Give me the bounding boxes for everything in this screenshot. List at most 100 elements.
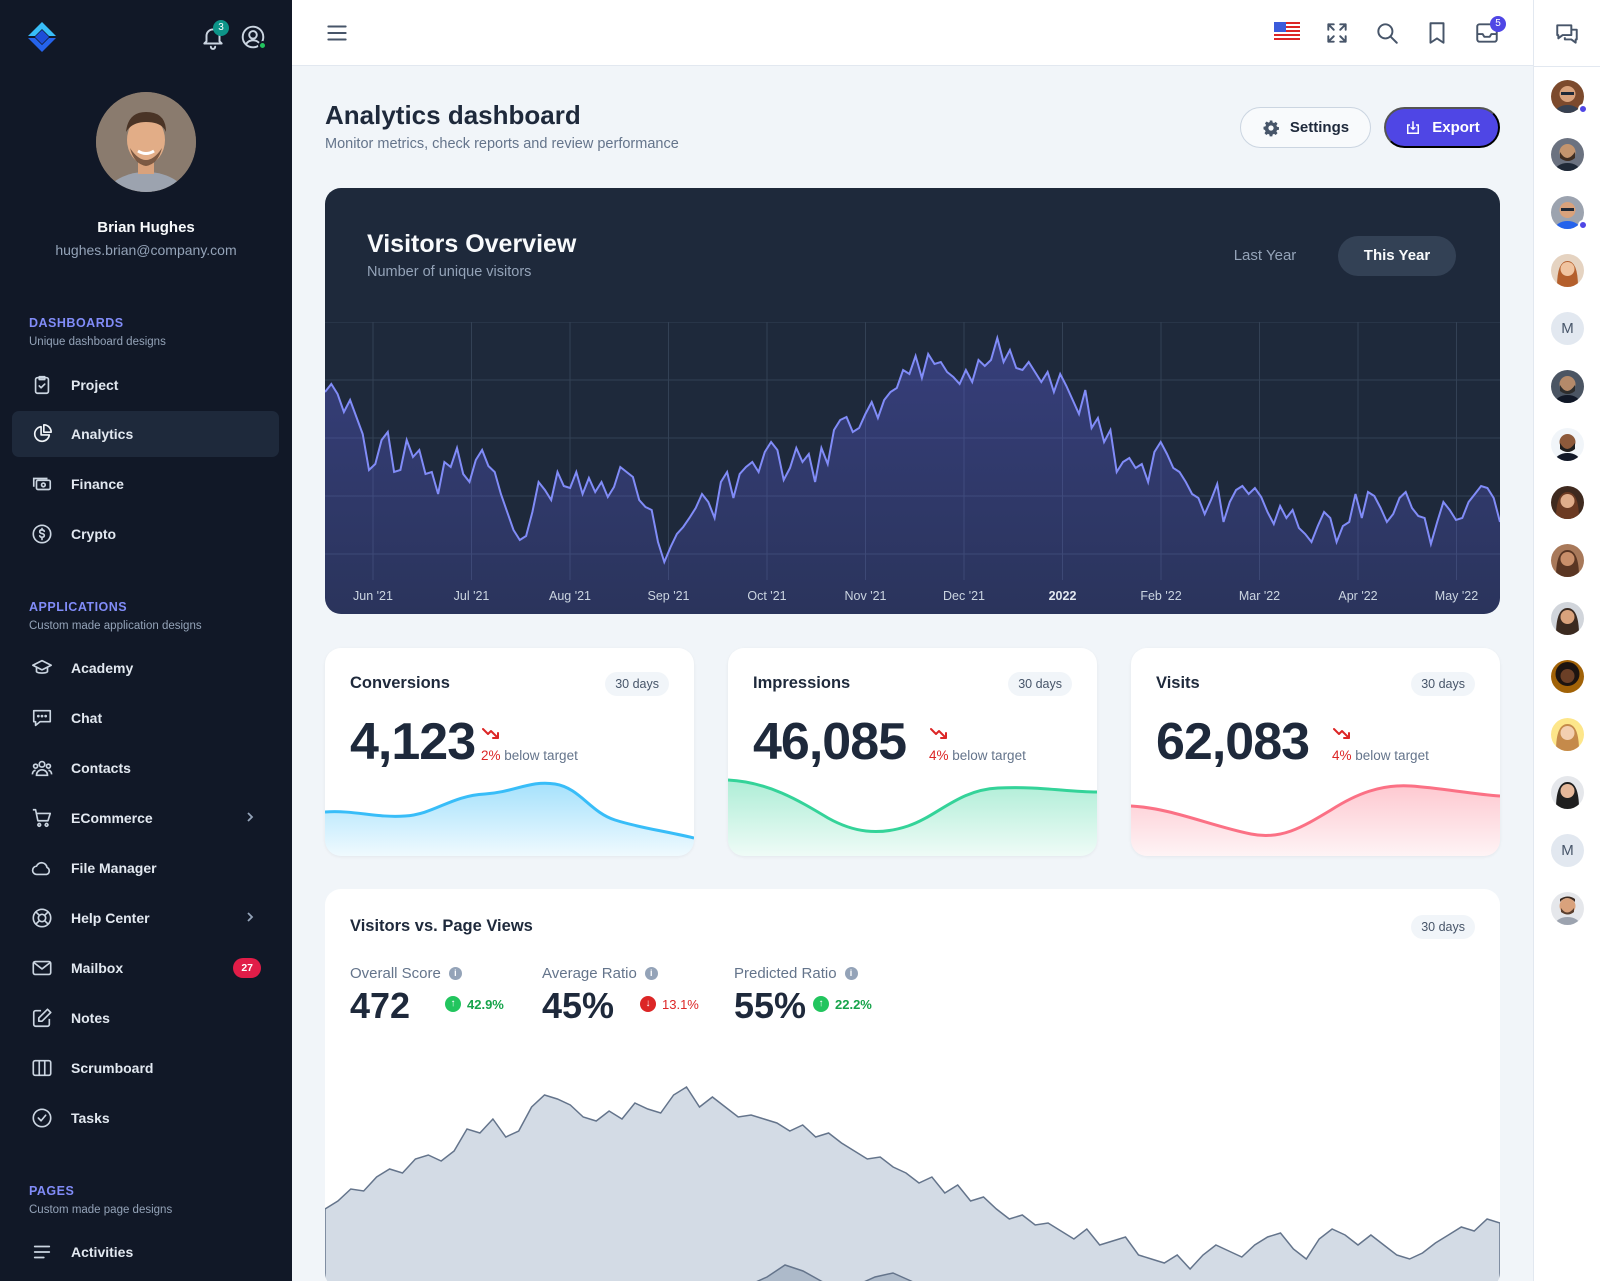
search-icon[interactable] (1374, 20, 1400, 46)
sidebar-item-label: File Manager (71, 860, 157, 876)
sidebar-item-help-center[interactable]: Help Center (12, 895, 279, 941)
info-icon[interactable]: i (844, 967, 858, 980)
contact-avatar[interactable] (1551, 428, 1584, 461)
visitors-area-chart[interactable]: Jun '21 Jul '21 Aug '21 Sep '21 Oct '21 Nov '… (325, 322, 1500, 614)
trending-down-icon (1333, 728, 1350, 739)
section-title-dashboards: DASHBOARDS (29, 316, 124, 330)
contact-initial-avatar[interactable]: M (1551, 312, 1584, 345)
sidebar-item-label: Mailbox (71, 960, 124, 976)
settings-button[interactable]: Settings (1240, 107, 1371, 148)
contact-avatar[interactable] (1551, 602, 1584, 635)
sidebar-item-notes[interactable]: Notes (12, 995, 279, 1041)
tab-this-year[interactable]: This Year (1338, 236, 1456, 276)
card-title: Visits (1156, 674, 1200, 692)
arrow-up-circle-icon: ↑ (445, 996, 461, 1012)
metric-change: ↑ 42.9% (445, 996, 504, 1012)
download-box-icon (1407, 120, 1420, 134)
contact-avatar[interactable] (1551, 776, 1584, 809)
card-note: below target (952, 748, 1026, 763)
x-axis-label: Feb '22 (1140, 589, 1181, 603)
page-title: Analytics dashboard (325, 100, 581, 130)
sidebar-item-crypto[interactable]: Crypto (12, 511, 279, 557)
period-pill[interactable]: 30 days (1008, 672, 1072, 696)
us-flag-icon[interactable] (1274, 22, 1300, 42)
logo-icon[interactable] (22, 18, 62, 58)
contact-initial-avatar[interactable]: M (1551, 834, 1584, 867)
contact-avatar[interactable] (1551, 196, 1584, 229)
metric-change-value: 22.2% (835, 996, 872, 1012)
contact-avatar[interactable] (1551, 718, 1584, 751)
menu-alt-icon (33, 1245, 51, 1259)
sidebar-item-scrumboard[interactable]: Scrumboard (12, 1045, 279, 1091)
shopping-cart-icon (32, 808, 52, 828)
settings-button-label: Settings (1289, 119, 1350, 136)
sidebar-item-activities[interactable]: Activities (12, 1229, 279, 1275)
contact-avatar[interactable] (1551, 892, 1584, 925)
academic-cap-icon (32, 659, 52, 674)
page-subtitle: Monitor metrics, check reports and revie… (325, 136, 679, 152)
sidebar-item-chat[interactable]: Chat (12, 695, 279, 741)
sidebar-item-file-manager[interactable]: File Manager (12, 845, 279, 891)
visitors-area (325, 338, 1500, 614)
chat-alt-icon[interactable] (1554, 21, 1580, 47)
sidebar-item-label: Contacts (71, 760, 131, 776)
contact-avatar[interactable] (1551, 138, 1584, 171)
sidebar-item-finance[interactable]: Finance (12, 461, 279, 507)
period-pill[interactable]: 30 days (1411, 915, 1475, 939)
contact-avatar[interactable] (1551, 544, 1584, 577)
contact-avatar[interactable] (1551, 254, 1584, 287)
sidebar-item-label: Tasks (71, 1110, 110, 1126)
tab-last-year[interactable]: Last Year (1233, 247, 1297, 264)
metric-value: 55% (734, 985, 807, 1026)
sidebar-item-academy[interactable]: Academy (12, 645, 279, 691)
contact-avatar[interactable] (1551, 370, 1584, 403)
sidebar-item-label: Scrumboard (71, 1060, 154, 1076)
visitors-overview-card: Visitors Overview Number of unique visit… (325, 188, 1500, 614)
metric-change-value: 42.9% (467, 996, 504, 1012)
sidebar-item-project[interactable]: Project (12, 362, 279, 408)
info-icon[interactable]: i (644, 967, 658, 980)
contact-avatar[interactable] (1551, 486, 1584, 519)
visitors-title: Visitors Overview (367, 230, 577, 258)
currency-dollar-icon (32, 524, 52, 544)
pageviews-area-chart[interactable] (325, 1059, 1500, 1281)
impressions-sparkline (728, 778, 1097, 856)
contact-status-dot (1578, 104, 1588, 114)
sidebar-item-mailbox[interactable]: Mailbox 27 (12, 945, 279, 991)
contact-avatar[interactable] (1551, 660, 1584, 693)
export-button[interactable]: Export (1384, 107, 1500, 148)
user-avatar[interactable] (96, 92, 196, 192)
sidebar-item-tasks[interactable]: Tasks (12, 1095, 279, 1141)
view-boards-icon (32, 1059, 52, 1077)
inbox-icon[interactable] (1474, 20, 1500, 46)
conversions-sparkline (325, 781, 694, 856)
x-axis-label: Aug '21 (549, 589, 591, 603)
metric-change: ↑ 22.2% (813, 996, 872, 1012)
visitors-subtitle: Number of unique visitors (367, 264, 532, 280)
x-axis-label: Apr '22 (1338, 589, 1377, 603)
sidebar-header: 3 (0, 0, 292, 75)
sidebar-item-ecommerce[interactable]: ECommerce (12, 795, 279, 841)
card-title: Impressions (753, 674, 851, 692)
fullscreen-icon[interactable] (1324, 20, 1350, 46)
visits-card: Visits 30 days 62,083 4% below target (1131, 648, 1500, 856)
mailbox-count-badge: 27 (233, 958, 261, 978)
period-pill[interactable]: 30 days (1411, 672, 1475, 696)
period-pill[interactable]: 30 days (605, 672, 669, 696)
card-title: Conversions (350, 674, 450, 692)
card-note: below target (1355, 748, 1429, 763)
pencil-square-icon (32, 1008, 52, 1028)
hamburger-menu-icon[interactable] (324, 20, 350, 46)
info-icon[interactable]: i (448, 967, 462, 980)
sidebar-item-analytics[interactable]: Analytics (12, 411, 279, 457)
sidebar-item-contacts[interactable]: Contacts (12, 745, 279, 791)
bookmark-icon[interactable] (1424, 20, 1450, 46)
messages-badge: 5 (1490, 16, 1506, 32)
check-circle-icon (32, 1108, 52, 1128)
x-axis-label: May '22 (1435, 589, 1478, 603)
x-axis-label: Sep '21 (647, 589, 689, 603)
chevron-right-icon (247, 812, 254, 822)
contact-status-dot (1578, 220, 1588, 230)
x-axis-labels: Jun '21 Jul '21 Aug '21 Sep '21 Oct '21 Nov '… (353, 589, 1478, 603)
x-axis-label: Mar '22 (1239, 589, 1280, 603)
